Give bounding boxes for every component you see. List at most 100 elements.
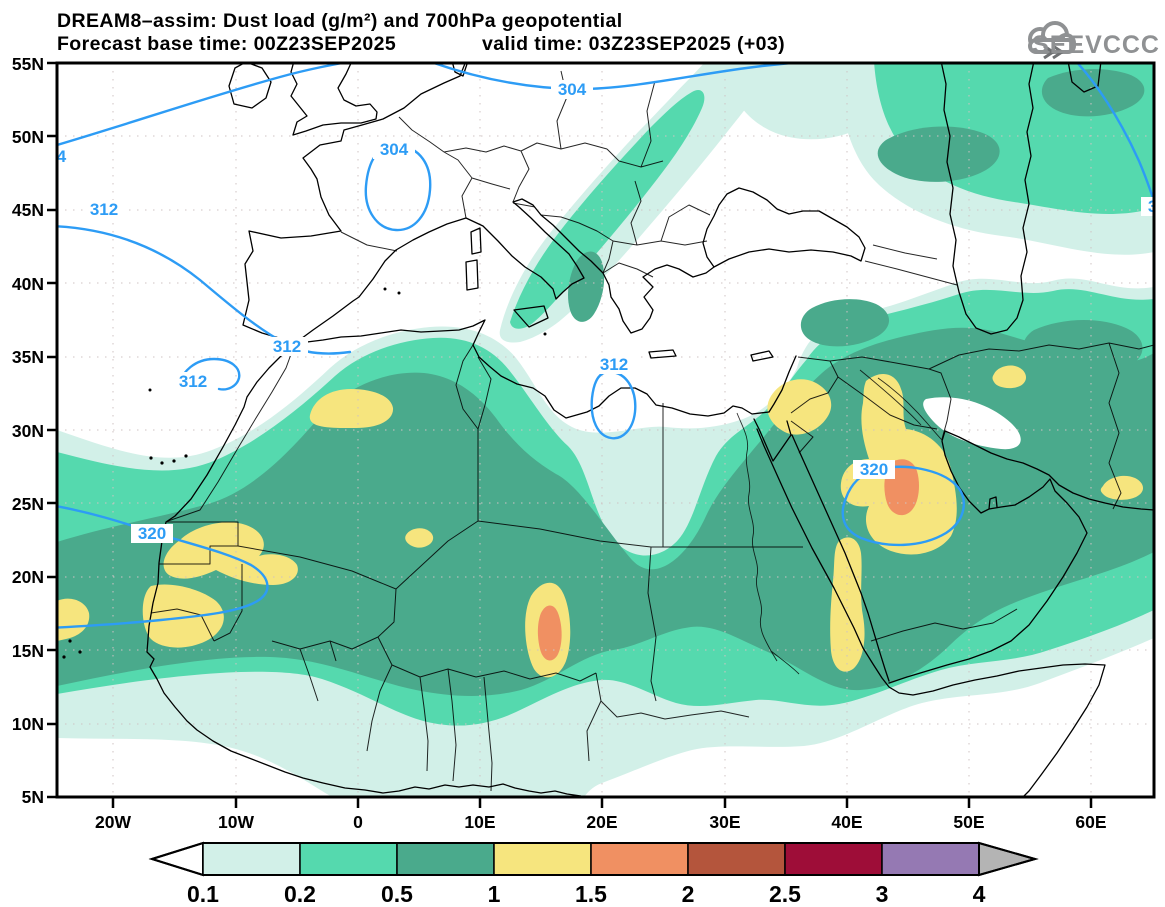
page-title: DREAM8–assim: Dust load (g/m²) and 700hP… <box>57 10 623 32</box>
contour-label: 312 <box>600 355 628 374</box>
coast-arabia <box>753 355 1154 797</box>
colorbar-label: 0.2 <box>284 881 316 907</box>
label-backing <box>1141 197 1154 216</box>
label-backing <box>593 355 635 374</box>
x-tick-label: 30E <box>709 812 740 832</box>
dust-area <box>537 605 562 661</box>
colorbar-segment <box>784 842 883 876</box>
colorbar-segment <box>493 842 592 876</box>
label-backing <box>266 337 308 356</box>
map-content: 304 304 304 312 312 312 312 312 320 320 <box>38 63 1165 797</box>
dust-area <box>309 389 394 429</box>
colorbar-label: 2.5 <box>769 881 801 907</box>
coastlines <box>62 63 1154 797</box>
x-tick-label: 20W <box>95 812 131 832</box>
x-tick-label: 0 <box>353 812 363 832</box>
dust-gap-area <box>923 397 1021 450</box>
contour-label: 304 <box>38 147 67 166</box>
contour-312-closed <box>590 370 637 440</box>
dust-area <box>405 528 434 548</box>
colorbar-segment <box>202 842 301 876</box>
coast-ireland <box>228 63 272 109</box>
y-tick-label: 20N <box>12 567 44 587</box>
cloud-icon <box>1028 21 1076 54</box>
contour-label: 320 <box>138 524 166 543</box>
contour-312 <box>57 225 352 355</box>
colorbar-segment <box>881 842 980 876</box>
colorbar-arrow-low <box>148 841 204 877</box>
coast-uk <box>290 63 378 136</box>
contour-320-closed <box>841 465 965 547</box>
colorbar: 0.1 0.2 0.5 1 1.5 2 2.5 3 4 <box>148 841 1039 907</box>
y-tick-label: 15N <box>12 641 44 661</box>
y-tick-label: 50N <box>12 127 44 147</box>
x-axis-labels: 20W 10W 0 10E 20E 30E 40E 50E 60E <box>95 812 1107 832</box>
contour-312-hook <box>176 357 241 391</box>
contour-value-labels: 304 304 304 312 312 312 312 312 320 320 <box>38 80 1165 543</box>
seevccc-logo: SEEVCCC <box>1028 21 1159 60</box>
contour-label: 304 <box>380 140 409 159</box>
colorbar-arrow-high <box>978 841 1039 877</box>
label-backing <box>131 524 173 543</box>
colorbar-labels: 0.1 0.2 0.5 1 1.5 2 2.5 3 4 <box>187 881 986 907</box>
colorbar-outline <box>148 842 1039 876</box>
contour-label: 312 <box>1148 197 1165 216</box>
y-tick-label: 30N <box>12 421 44 441</box>
colorbar-label: 1.5 <box>575 881 607 907</box>
label-backing <box>172 372 214 391</box>
coast-aral <box>1067 63 1102 93</box>
label-backing <box>57 147 73 166</box>
coast-africa <box>146 319 770 797</box>
label-backing <box>551 80 593 99</box>
dust-area <box>1096 455 1154 553</box>
label-backing <box>83 200 125 219</box>
y-tick-label: 40N <box>12 274 44 294</box>
dust-area <box>992 365 1026 389</box>
small-islands <box>62 287 547 659</box>
colorbar-segment <box>396 842 495 876</box>
dust-area <box>163 522 298 585</box>
rivers <box>736 369 943 675</box>
logo-arrow-icon <box>1043 44 1065 60</box>
colorbar-label: 0.5 <box>381 881 413 907</box>
colorbar-segment <box>299 842 398 876</box>
contour-label: 312 <box>90 200 118 219</box>
x-tick-label: 10W <box>218 812 254 832</box>
dust-area <box>568 251 605 322</box>
contour-312 <box>1075 63 1154 205</box>
contour-label: 312 <box>179 372 207 391</box>
coast-caspian <box>940 63 1035 335</box>
coast-islands <box>465 227 774 362</box>
dust-area <box>800 299 890 347</box>
x-tick-label: 10E <box>464 812 495 832</box>
colorbar-label: 2 <box>682 881 695 907</box>
dust-area <box>510 89 705 329</box>
colorbar-segment <box>687 842 786 876</box>
y-tick-label: 5N <box>22 787 44 807</box>
dust-area <box>830 537 865 672</box>
label-backing <box>373 140 415 159</box>
colorbar-label: 1 <box>488 881 501 907</box>
colorbar-label: 3 <box>876 881 889 907</box>
label-backing <box>853 460 895 479</box>
dust-area <box>142 584 224 648</box>
x-tick-label: 50E <box>953 812 984 832</box>
x-tick-label: 60E <box>1075 812 1106 832</box>
y-tick-label: 35N <box>12 347 44 367</box>
x-tick-label: 20E <box>586 812 617 832</box>
contour-label: 312 <box>273 337 301 356</box>
forecast-base-time: Forecast base time: 00Z23SEP2025 <box>57 33 396 55</box>
contour-304-closed <box>364 143 432 232</box>
axis-ticks <box>47 61 1093 808</box>
valid-time: valid time: 03Z23SEP2025 (+03) <box>482 33 785 55</box>
contour-label: 320 <box>860 460 888 479</box>
y-tick-label: 10N <box>12 714 44 734</box>
colorbar-label: 0.1 <box>187 881 219 907</box>
contour-label: 304 <box>558 80 587 99</box>
x-tick-label: 40E <box>831 812 862 832</box>
colorbar-segment <box>590 842 689 876</box>
country-borders <box>150 70 1154 792</box>
y-axis-labels: 55N 50N 45N 40N 35N 30N 25N 20N 15N 10N … <box>12 54 44 807</box>
